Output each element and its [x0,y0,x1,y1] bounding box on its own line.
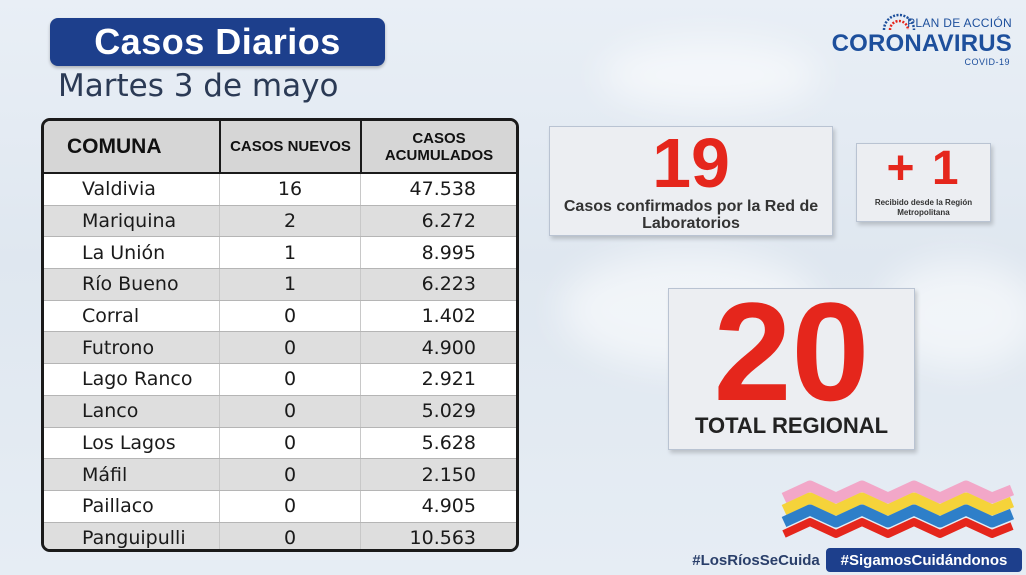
cell-acumulados: 6.223 [360,269,516,300]
cell-comuna: Valdivia [82,178,156,201]
cell-comuna: Lanco [82,400,139,423]
metro-cases-value: + 1 [886,142,961,195]
metro-cases-caption: Recibido desde la Región Metropolitana [874,198,973,217]
cell-acumulados: 4.905 [360,490,516,522]
page-title: Casos Diarios [94,21,341,62]
logo-main-text: CORONAVIRUS [831,30,1012,57]
logo-plan-text: PLAN DE ACCIÓN [907,16,1012,30]
table-row: Paillaco 0 4.905 [44,490,516,523]
metro-cases-box: + 1 Recibido desde la Región Metropolita… [856,142,991,222]
background-cloud [600,40,820,110]
cases-table: COMUNA CASOS NUEVOS CASOS ACUMULADOS Val… [41,118,519,552]
cell-comuna: Río Bueno [82,273,179,296]
cell-nuevos: 0 [219,364,360,395]
table-row: Lanco 0 5.029 [44,395,516,428]
cell-comuna: Máfil [82,463,128,486]
cell-acumulados: 2.150 [360,459,516,490]
confirmed-cases-value: 19 [652,124,730,202]
cell-nuevos: 0 [219,490,360,522]
header-comuna: COMUNA [67,134,162,158]
date-subtitle: Martes 3 de mayo [58,68,339,104]
total-regional-value: 20 [713,273,870,430]
logo-emblem-icon [882,13,916,31]
cell-comuna: Los Lagos [82,431,176,454]
table-row: Máfil 0 2.150 [44,459,516,491]
cell-nuevos: 0 [219,459,360,490]
table-row: Mariquina 2 6.272 [44,205,516,238]
hashtag-losrios: #LosRíosSeCuida [692,551,820,569]
cell-nuevos: 1 [219,237,360,269]
table-row: Futrono 0 4.900 [44,332,516,365]
cell-comuna: Panguipulli [82,527,186,550]
cell-nuevos: 0 [219,395,360,427]
confirmed-cases-box: 19 Casos confirmados por la Red de Labor… [549,124,833,236]
table-row: Río Bueno 1 6.223 [44,269,516,301]
coronavirus-logo: PLAN DE ACCIÓN CORONAVIRUS COVID-19 [828,10,1014,70]
table-row: Panguipulli 0 10.563 [44,522,516,550]
cell-nuevos: 0 [219,332,360,364]
cell-comuna: Corral [82,305,140,328]
cell-acumulados: 47.538 [360,174,516,205]
table-row: Lago Ranco 0 2.921 [44,364,516,396]
zigzag-decoration-icon [781,480,1015,538]
header-casos-nuevos: CASOS NUEVOS [219,121,360,172]
cell-comuna: Paillaco [82,495,154,518]
table-row: La Unión 1 8.995 [44,237,516,270]
title-banner: Casos Diarios [50,18,385,66]
cell-nuevos: 2 [219,205,360,237]
cell-acumulados: 6.272 [360,205,516,237]
cell-comuna: Lago Ranco [82,368,193,391]
cell-nuevos: 1 [219,269,360,300]
cell-acumulados: 4.900 [360,332,516,364]
cell-acumulados: 2.921 [360,364,516,395]
header-casos-acumulados: CASOS ACUMULADOS [360,121,516,172]
total-regional-box: 20 TOTAL REGIONAL [668,277,915,450]
table-header: COMUNA CASOS NUEVOS CASOS ACUMULADOS [44,121,516,174]
cell-acumulados: 10.563 [360,522,516,549]
table-row: Corral 0 1.402 [44,300,516,333]
logo-covid-text: COVID-19 [964,57,1010,67]
cell-nuevos: 0 [219,522,360,549]
cell-comuna: La Unión [82,241,166,264]
cell-acumulados: 5.628 [360,427,516,459]
cell-acumulados: 8.995 [360,237,516,269]
hashtag-sigamos: #SigamosCuidándonos [826,548,1022,572]
cell-comuna: Mariquina [82,210,177,233]
cell-nuevos: 16 [219,174,360,205]
confirmed-cases-caption: Casos confirmados por la Red de Laborato… [563,198,819,232]
cell-comuna: Futrono [82,336,155,359]
table-row: Valdivia 16 47.538 [44,174,516,206]
cell-nuevos: 0 [219,300,360,332]
cell-acumulados: 1.402 [360,300,516,332]
cell-nuevos: 0 [219,427,360,459]
table-row: Los Lagos 0 5.628 [44,427,516,460]
table-body: Valdivia 16 47.538 Mariquina 2 6.272 La Unió… [44,174,516,550]
cell-acumulados: 5.029 [360,395,516,427]
total-regional-caption: TOTAL REGIONAL [694,413,889,438]
